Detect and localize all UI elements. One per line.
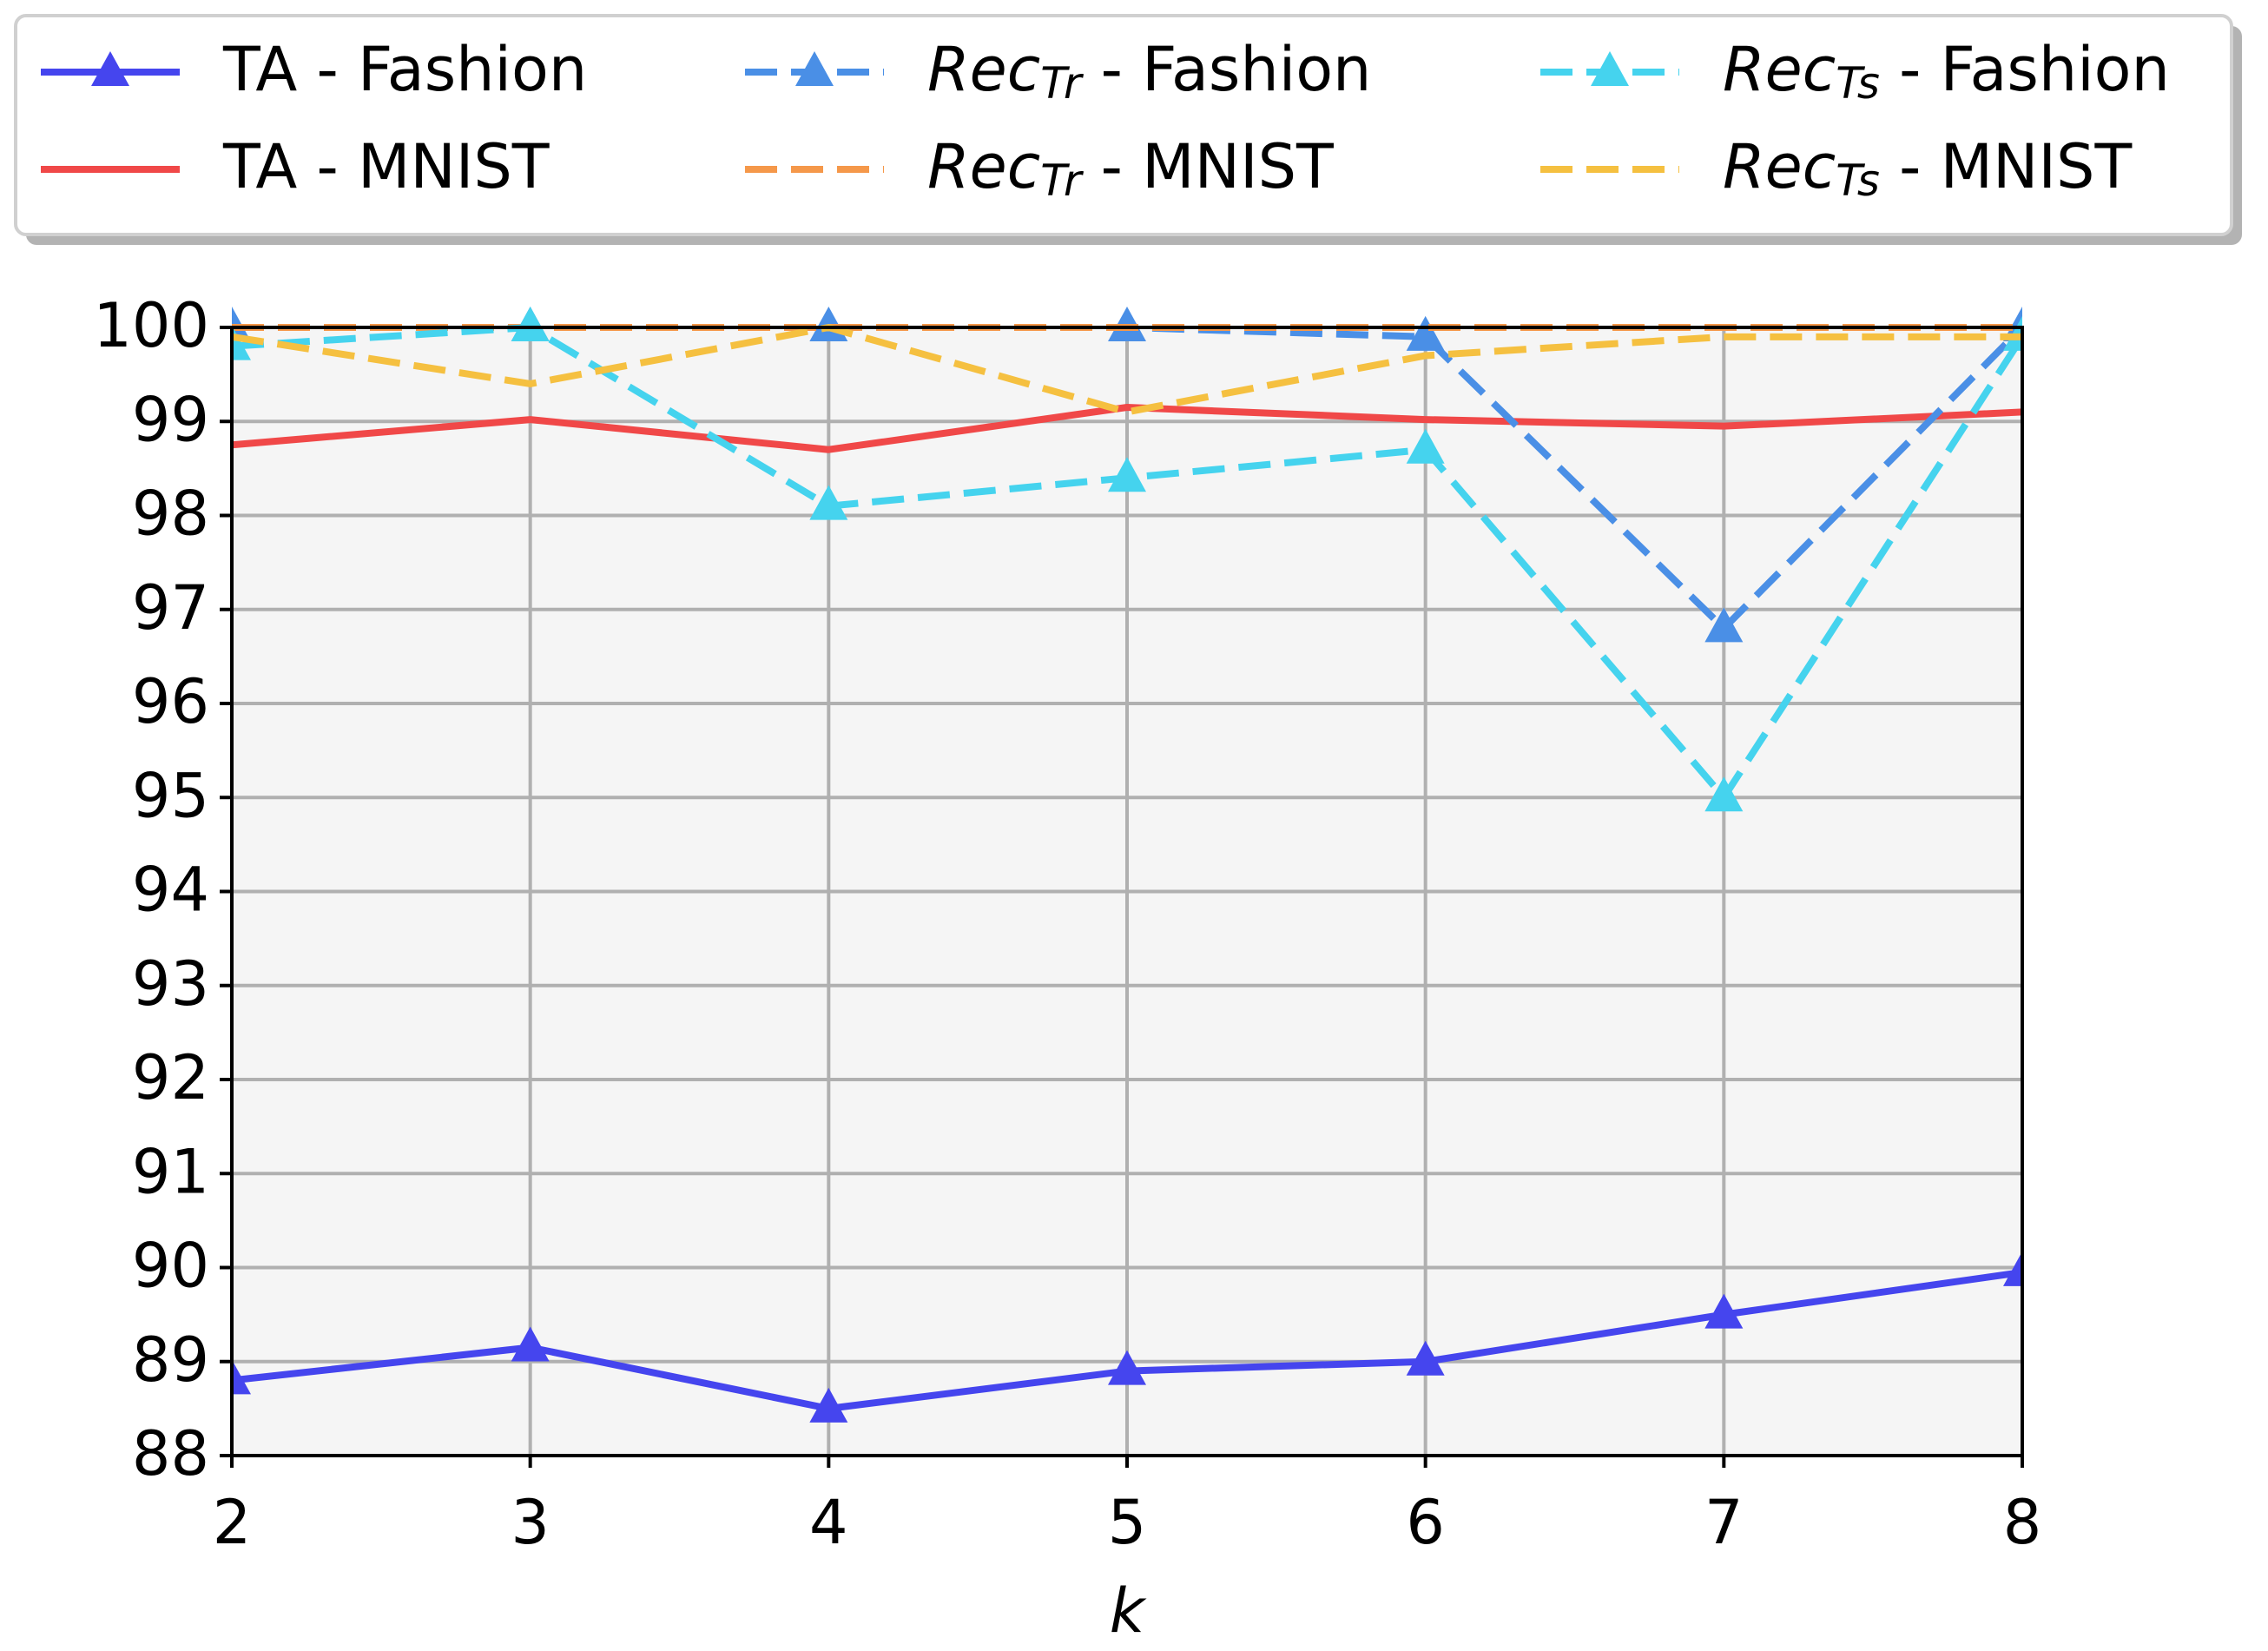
x-tick-label: 3 <box>511 1487 550 1558</box>
marker <box>232 1359 251 1395</box>
marker <box>1406 1340 1445 1376</box>
legend: TA - Fashion TA - MNIST RecTr - Fashion Rec… <box>41 34 2170 206</box>
x-tick-label: 5 <box>1108 1487 1147 1558</box>
x-tick-label: 4 <box>809 1487 848 1558</box>
y-tick-label: 91 <box>132 1136 209 1207</box>
marker <box>1704 607 1744 643</box>
y-tick-label: 89 <box>132 1324 209 1396</box>
legend-label: TA - MNIST <box>222 131 550 202</box>
y-tick-label: 96 <box>132 666 209 737</box>
marker <box>1704 776 1744 812</box>
marker <box>809 1387 848 1423</box>
marker <box>2003 1251 2022 1286</box>
y-tick-label: 95 <box>132 760 209 831</box>
marker <box>511 1326 550 1362</box>
x-axis-label: k <box>1110 1575 1147 1647</box>
marker <box>91 51 129 86</box>
y-tick-label: 92 <box>132 1042 209 1113</box>
y-tick-label: 94 <box>132 855 209 926</box>
legend-label: RecTs - Fashion <box>1723 34 2170 108</box>
marker <box>1108 457 1146 492</box>
marker <box>809 485 848 520</box>
y-tick-label: 100 <box>93 290 209 361</box>
x-tick-label: 6 <box>1406 1487 1445 1558</box>
marker <box>1108 1350 1146 1385</box>
x-tick-label: 8 <box>2003 1487 2042 1558</box>
series-line <box>232 404 2022 453</box>
marker <box>1406 428 1445 464</box>
y-tick-label: 97 <box>132 572 209 644</box>
y-tick-label: 88 <box>132 1418 209 1489</box>
x-tick-label: 7 <box>1704 1487 1744 1558</box>
x-tick-label: 2 <box>213 1487 252 1558</box>
y-tick-label: 99 <box>132 384 209 455</box>
y-tick-label: 98 <box>132 479 209 550</box>
marker <box>511 307 550 341</box>
axes: 88 89 90 91 92 93 94 95 96 97 98 99 100 2 3 4 5 6 7 8 <box>93 290 2041 1558</box>
marker <box>1704 1293 1744 1329</box>
marker <box>795 51 834 86</box>
series-line <box>232 324 2022 416</box>
y-tick-label: 93 <box>132 948 209 1020</box>
legend-label: TA - Fashion <box>222 34 587 105</box>
marker <box>1591 51 1629 86</box>
legend-label: RecTr - Fashion <box>927 34 1371 108</box>
legend-box <box>14 14 2233 236</box>
y-tick-label: 90 <box>132 1231 209 1302</box>
legend-label: RecTr - MNIST <box>927 131 1334 205</box>
marker <box>1406 315 1445 351</box>
legend-label: RecTs - MNIST <box>1723 131 2132 205</box>
